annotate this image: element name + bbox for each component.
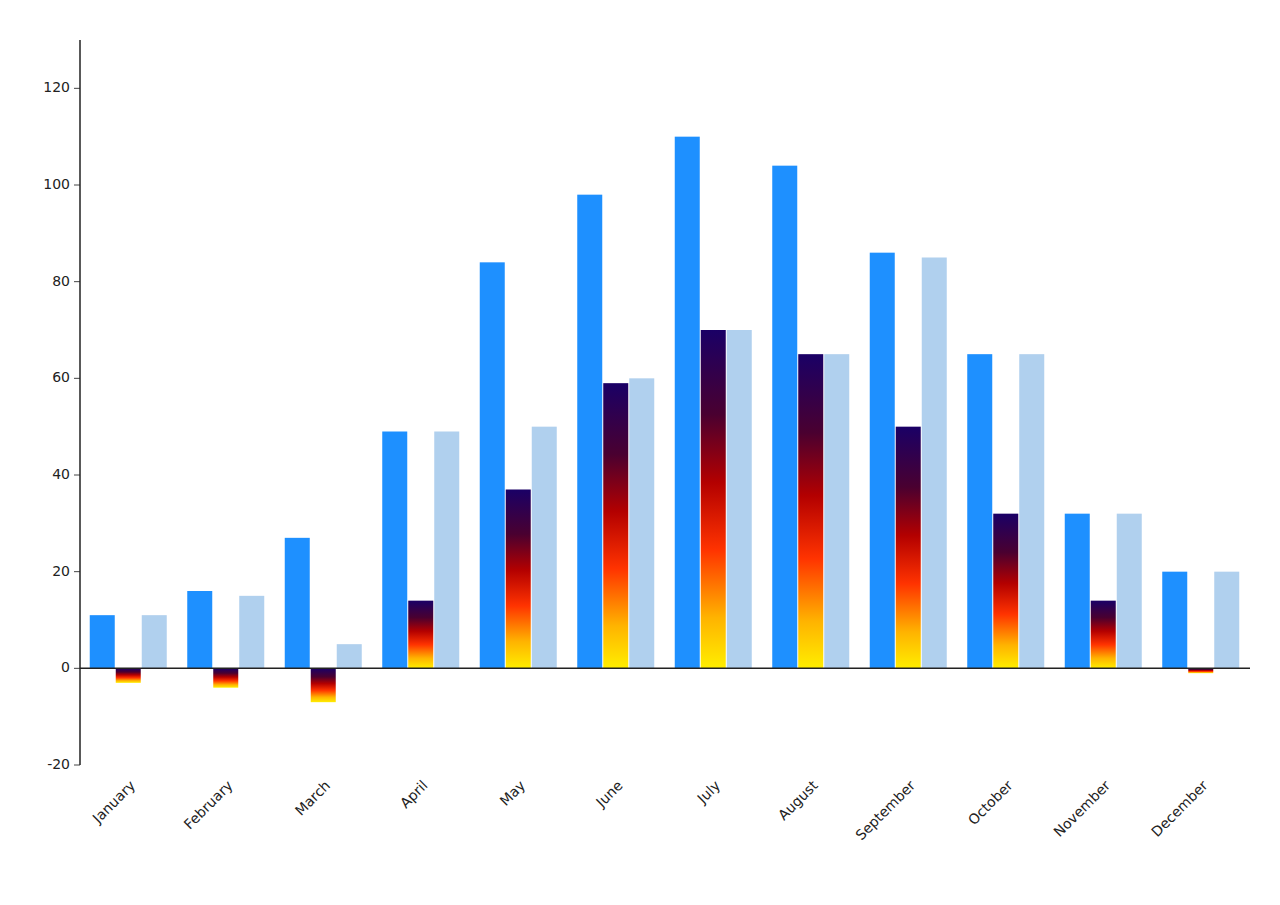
x-tick-label: October bbox=[965, 777, 1016, 828]
bar bbox=[1065, 514, 1090, 669]
y-tick-label: -20 bbox=[47, 756, 70, 772]
bar bbox=[480, 262, 505, 668]
y-axis-line bbox=[79, 40, 81, 765]
bar bbox=[382, 432, 407, 669]
y-tick-label: 60 bbox=[52, 369, 70, 385]
bar bbox=[285, 538, 310, 669]
bar bbox=[798, 354, 823, 668]
bar bbox=[1214, 572, 1239, 669]
bar bbox=[870, 253, 895, 669]
x-tick-label: February bbox=[181, 777, 236, 832]
bar bbox=[213, 668, 238, 687]
y-tick bbox=[74, 571, 80, 572]
y-tick-label: 40 bbox=[52, 466, 70, 482]
chart-container: -20 0 20 40 60 80 100 120 January February March Ap… bbox=[0, 0, 1280, 905]
bar bbox=[727, 330, 752, 668]
bar bbox=[116, 668, 141, 683]
bar bbox=[311, 668, 336, 702]
bar bbox=[772, 166, 797, 669]
bars bbox=[90, 137, 1240, 702]
x-tick-label: November bbox=[1050, 777, 1113, 840]
x-tick-label: August bbox=[775, 777, 821, 823]
x-axis: January February March April May June July Augu… bbox=[89, 777, 1211, 843]
x-tick-label: January bbox=[89, 777, 139, 827]
y-tick-label: 0 bbox=[61, 659, 70, 675]
bar bbox=[187, 591, 212, 668]
x-tick-label: December bbox=[1148, 777, 1211, 840]
y-tick-label: 100 bbox=[43, 176, 70, 192]
bar bbox=[532, 427, 557, 669]
bar bbox=[90, 615, 115, 668]
x-tick-label: April bbox=[397, 777, 431, 811]
bar bbox=[824, 354, 849, 668]
bar bbox=[1162, 572, 1187, 669]
y-tick bbox=[74, 281, 80, 282]
bar bbox=[408, 601, 433, 669]
bar bbox=[577, 195, 602, 669]
bar bbox=[922, 258, 947, 669]
bar bbox=[896, 427, 921, 669]
x-tick-label: March bbox=[292, 777, 333, 818]
bar bbox=[1091, 601, 1116, 669]
x-tick-label: June bbox=[592, 777, 626, 811]
bar bbox=[239, 596, 264, 669]
bar bbox=[506, 490, 531, 669]
y-tick-label: 80 bbox=[52, 273, 70, 289]
bar bbox=[1019, 354, 1044, 668]
bar bbox=[675, 137, 700, 669]
bar bbox=[701, 330, 726, 668]
bar bbox=[993, 514, 1018, 669]
zero-line bbox=[80, 668, 1250, 670]
bar bbox=[434, 432, 459, 669]
chart-svg: -20 0 20 40 60 80 100 120 January February March Ap… bbox=[0, 0, 1280, 905]
x-tick-label: July bbox=[693, 777, 723, 807]
bar bbox=[629, 378, 654, 668]
bar bbox=[142, 615, 167, 668]
y-tick bbox=[74, 185, 80, 186]
y-tick bbox=[74, 378, 80, 379]
bar bbox=[1117, 514, 1142, 669]
x-tick-label: May bbox=[496, 777, 528, 809]
y-tick bbox=[74, 475, 80, 476]
y-tick-label: 120 bbox=[43, 79, 70, 95]
y-axis: -20 0 20 40 60 80 100 120 bbox=[43, 79, 80, 772]
bar bbox=[337, 644, 362, 668]
y-tick bbox=[74, 668, 80, 669]
bar bbox=[603, 383, 628, 668]
bar bbox=[967, 354, 992, 668]
y-tick bbox=[74, 88, 80, 89]
y-tick-label: 20 bbox=[52, 563, 70, 579]
y-tick bbox=[74, 765, 80, 766]
x-tick-label: September bbox=[852, 777, 918, 843]
